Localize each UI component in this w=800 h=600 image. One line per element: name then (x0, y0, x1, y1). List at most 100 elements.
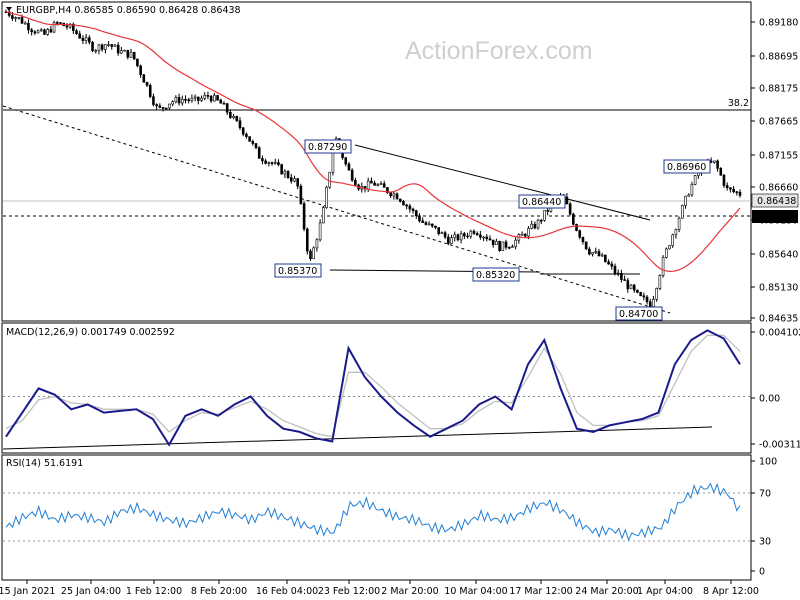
candle-body (386, 187, 389, 193)
price-annotation-box (518, 194, 566, 209)
candle-body (671, 234, 674, 246)
candle-body (161, 107, 165, 109)
candle-body (594, 251, 598, 253)
candle-body (200, 97, 203, 101)
price-y-axis: 0.89180 0.88695 0.88175 0.87665 0.87155 0.866… (751, 18, 799, 325)
candle-body (315, 239, 319, 249)
price-y-tick-label: 0.88175 (759, 84, 798, 95)
candle-body (100, 44, 104, 50)
candle-body (104, 44, 107, 50)
candle-body (472, 230, 476, 234)
candle-body (475, 233, 479, 236)
candle-body (11, 15, 14, 19)
candle-body (572, 213, 575, 225)
candle-body (289, 177, 293, 182)
candle-body (91, 41, 94, 52)
rsi-layer (3, 482, 751, 542)
candle-body (197, 96, 200, 101)
candle-body (241, 127, 245, 135)
candle-body (302, 203, 306, 230)
candle-body (216, 95, 219, 101)
candle-body (392, 193, 396, 197)
candle-body (88, 37, 91, 43)
candle-body (437, 227, 441, 234)
price-annotation-label: 0.86960 (667, 162, 706, 173)
rsi-y-tick-label: 0 (759, 567, 765, 578)
candle-body (414, 210, 418, 217)
candle-body (206, 94, 210, 97)
candle-body (72, 23, 75, 31)
price-y-tick-label: 0.87155 (759, 151, 798, 162)
candle-body (65, 25, 69, 28)
x-tick-label: 24 Mar 20:00 (575, 586, 638, 597)
candle-body (148, 85, 152, 97)
candle-body (23, 22, 27, 25)
candle-body (248, 136, 251, 142)
macd-panel-frame (1, 322, 752, 454)
candle-body (584, 241, 588, 250)
macd-y-tick-label: 0.00 (759, 394, 780, 405)
candle-body (254, 143, 258, 148)
candle-body (648, 301, 652, 307)
candle-body (658, 275, 662, 289)
rsi-y-axis: 100 70 30 0 (751, 457, 777, 578)
candle-body (424, 222, 428, 225)
candle-body (84, 37, 88, 41)
candle-body (354, 179, 357, 186)
price-annotation-label: 0.86440 (522, 197, 561, 208)
candle-body (623, 279, 626, 281)
candle-body (33, 31, 37, 34)
candle-body (613, 265, 617, 274)
candle-body (376, 184, 380, 186)
candle-body (616, 272, 620, 275)
candle-body (443, 232, 447, 238)
price-annotation-box (663, 159, 711, 174)
candle-body (664, 248, 668, 258)
candle-body (7, 11, 11, 16)
candle-body (116, 44, 120, 54)
price-y-tick-label: 0.89180 (759, 18, 798, 29)
dropdown-triangle-icon[interactable] (6, 7, 12, 11)
candle-body (645, 296, 649, 303)
candle-body (370, 180, 373, 184)
price-annotation-box (274, 263, 322, 278)
candle-body (110, 44, 114, 47)
candle-body (504, 241, 508, 248)
candle-body (693, 175, 697, 185)
current-price-tag-label: 0.86438 (757, 196, 796, 207)
candle-body (447, 236, 450, 244)
candle-body (661, 257, 665, 276)
candle-body (180, 98, 184, 104)
candle-body (440, 232, 444, 234)
price-annotation-box (615, 306, 663, 321)
candle-body (49, 29, 53, 33)
candle-body (232, 115, 235, 118)
candle-body (251, 141, 255, 144)
candle-body (213, 95, 216, 102)
candle-body (620, 273, 623, 280)
candle-body (507, 246, 511, 249)
candle-body (379, 183, 383, 185)
lower-trendline (2, 105, 671, 314)
candle-body (17, 17, 21, 19)
candle-body (588, 248, 591, 255)
candle-body (565, 196, 569, 205)
candle-body (735, 191, 739, 193)
candle-body (463, 233, 466, 237)
rsi-y-tick-label: 70 (759, 489, 771, 500)
x-tick-label: 8 Apr 12:00 (703, 586, 759, 597)
candle-body (235, 115, 239, 121)
candle-body (174, 97, 178, 103)
candle-body (626, 280, 630, 290)
price-annotation: 0.86440 (518, 194, 566, 209)
candle-body (75, 30, 78, 35)
candle-body (286, 171, 290, 178)
candle-body (344, 157, 348, 165)
price-annotation-label: 0.85370 (278, 266, 317, 277)
upper-trendline (354, 144, 651, 221)
candle-body (411, 208, 415, 211)
candle-body (171, 101, 174, 105)
candle-body (732, 188, 735, 192)
candle-body (491, 239, 495, 245)
candle-body (132, 51, 136, 60)
